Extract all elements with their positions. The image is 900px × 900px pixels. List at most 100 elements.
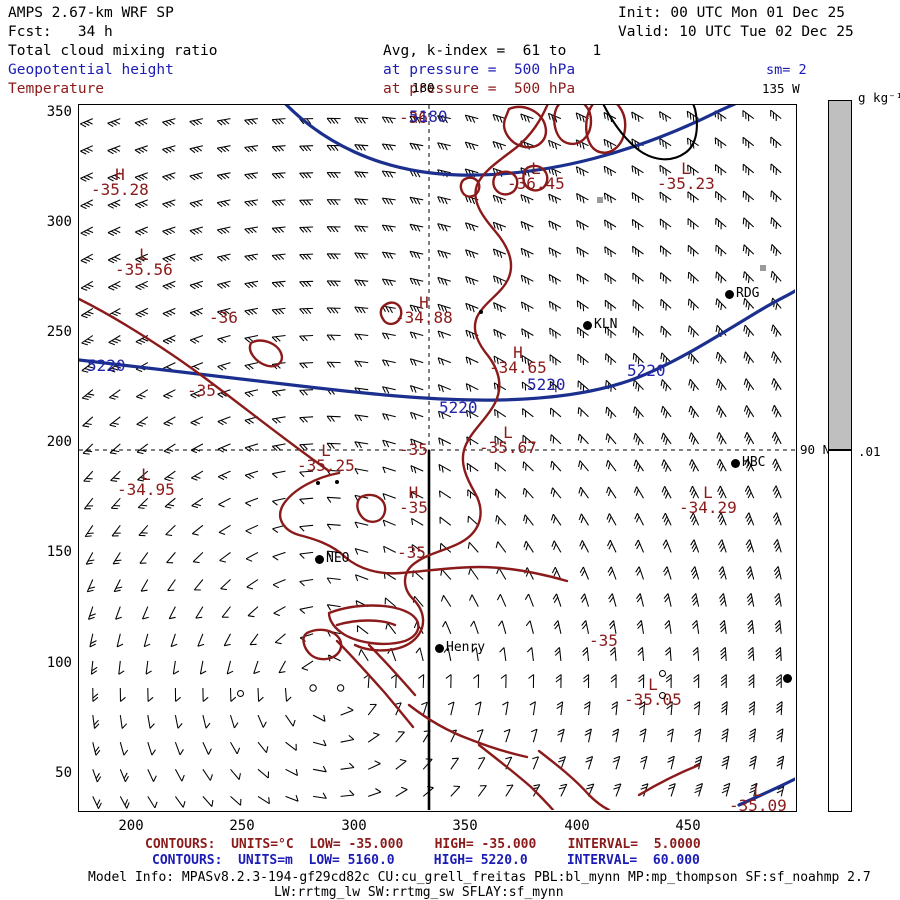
height-pressure: at pressure = 500 hPa [383, 62, 576, 78]
temperature-contours [79, 105, 701, 810]
extremum-type: L [321, 441, 331, 460]
extremum-type: L [141, 465, 151, 484]
y-axis-tick-300: 300 [46, 214, 72, 230]
colorbar-filled-segment [829, 101, 851, 449]
height-contour-label-4: 5180 [409, 107, 448, 126]
latitude-line-label: 90 N [800, 442, 831, 457]
y-axis-tick-50: 50 [55, 765, 72, 781]
y-axis-tick-100: 100 [46, 655, 72, 671]
map-plot-area[interactable]: H -35.28 L -35.56 H -34.88 L -36.45 L -35.23 H -34.… [78, 104, 797, 812]
temp-contour-label-4: -36 [399, 108, 428, 127]
temp-extremum-l-4: L -35.23 [657, 159, 715, 193]
station-label-neo: NEO [326, 551, 350, 566]
gray-cloud-patch-2 [597, 197, 603, 203]
height-contour-label-2: 5220 [527, 375, 566, 394]
smoothing-label: sm= 2 [766, 62, 807, 78]
extremum-value: -34.65 [489, 358, 547, 377]
colorbar-units-label: g kg⁻¹ [858, 90, 900, 105]
y-axis-tick-250: 250 [46, 324, 72, 340]
height-contour-label-3: 5220 [627, 361, 666, 380]
extremum-type: L [648, 675, 658, 694]
extremum-value: -35.28 [91, 180, 149, 199]
field-label-temp: Temperature [8, 81, 105, 97]
colorbar-threshold-label: .01 [858, 444, 881, 459]
temp-extremum-l-1: L -35.56 [115, 245, 173, 279]
temp-extremum-h-0: H -35.28 [91, 167, 149, 199]
temp-contour-label-3: -35 [589, 631, 618, 650]
extremum-value: -35.25 [297, 456, 355, 475]
station-marker-unnamed[interactable] [783, 674, 792, 683]
extremum-value: -34.95 [117, 480, 175, 499]
station-label-henry: Henry [446, 640, 486, 655]
temp-extremum-l-9: L -34.95 [117, 465, 175, 499]
y-axis-tick-200: 200 [46, 434, 72, 450]
forecast-hour: Fcst: 34 h [8, 24, 113, 40]
footer-model-info-line2: LW:rrtmg_lw SW:rrtmg_sw SFLAY:sf_mynn [274, 885, 564, 900]
temp-contour-label-0: -35 [187, 381, 216, 400]
temp-contour-label-5: -36 [209, 308, 238, 327]
footer-model-info-line1: Model Info: MPASv8.2.3-194-gf29cd82c CU:… [88, 870, 871, 885]
extremum-type: L [139, 245, 149, 264]
x-axis-tick-400: 400 [564, 818, 590, 834]
footer-height-contour-info: CONTOURS: UNITS=m LOW= 5160.0 HIGH= 5220… [152, 853, 700, 868]
calm-wind-circle-1 [237, 690, 244, 697]
temp-extremum-l-3: L -36.45 [507, 159, 565, 192]
extremum-type: L [503, 423, 513, 442]
temp-contour-label-2: -35 [399, 440, 428, 459]
minor-extremum-dot-3 [479, 310, 483, 314]
x-axis-tick-200: 200 [118, 818, 144, 834]
station-label-hbc: HBC [742, 455, 766, 470]
extremum-type: H [513, 343, 523, 362]
extremum-type: H [419, 293, 429, 312]
station-label-kln: KLN [594, 317, 618, 332]
temp-extremum-l-7: L -34.29 [679, 483, 737, 517]
height-contour-label-1: 5220 [439, 398, 478, 417]
weather-map-svg [79, 105, 795, 810]
x-axis-tick-300: 300 [341, 818, 367, 834]
temp-extremum-h-10: H -35 [399, 483, 428, 517]
minor-extremum-dot-1 [316, 481, 320, 485]
station-marker-hbc[interactable] [731, 459, 740, 468]
extremum-value: -35.23 [657, 174, 715, 193]
cloud-mixing-ratio-contour [602, 105, 698, 161]
extremum-type: L [681, 159, 691, 178]
colorbar-divider [829, 449, 851, 451]
init-time: Init: 00 UTC Mon 01 Dec 25 [618, 5, 845, 21]
station-marker-neo[interactable] [315, 555, 324, 564]
longitude-right-label: 135 W [762, 81, 800, 96]
extremum-value: -35.56 [115, 260, 173, 279]
extremum-type: H [408, 483, 419, 502]
temp-contour-label-1: -35 [397, 543, 426, 562]
calm-wind-circle-3 [659, 692, 666, 699]
station-marker-kln[interactable] [583, 321, 592, 330]
y-axis-tick-150: 150 [46, 544, 72, 560]
footer-temp-contour-info: CONTOURS: UNITS=°C LOW= -35.000 HIGH= -3… [145, 837, 701, 852]
extremum-value: -35.05 [624, 690, 682, 709]
k-index-range: Avg, k-index = 61 to 1 [383, 43, 602, 59]
extremum-value: -35 [399, 498, 428, 517]
extremum-type: L [531, 159, 541, 178]
height-contours [79, 105, 795, 807]
station-marker-henry[interactable] [435, 644, 444, 653]
x-axis-tick-450: 450 [675, 818, 701, 834]
temp-pressure: at pressure = 500 hPa [383, 81, 576, 97]
height-contour-5220-lower [737, 777, 795, 807]
field-label-height: Geopotential height [8, 62, 174, 78]
valid-time: Valid: 10 UTC Tue 02 Dec 25 [618, 24, 854, 40]
extremum-value: -34.29 [679, 498, 737, 517]
extremum-type: L [753, 781, 763, 800]
gray-cloud-patch-1 [760, 265, 766, 271]
temp-extremum-h-2: H -34.88 [395, 293, 453, 327]
temp-extremum-l-12: L -35.09 [729, 783, 787, 812]
calm-wind-circle-2 [659, 670, 666, 677]
temp-extremum-h-5: H -34.65 [489, 343, 547, 377]
x-axis-tick-350: 350 [452, 818, 478, 834]
station-marker-rdg[interactable] [725, 290, 734, 299]
colorbar[interactable] [828, 100, 852, 812]
extremum-type: L [703, 483, 713, 502]
x-axis-tick-250: 250 [229, 818, 255, 834]
extremum-value: -34.88 [395, 308, 453, 327]
title-model-name: AMPS 2.67-km WRF SP [8, 5, 174, 21]
temp-extremum-l-6: L -35.67 [479, 423, 537, 456]
height-contour-label-0: 5220 [87, 356, 126, 375]
